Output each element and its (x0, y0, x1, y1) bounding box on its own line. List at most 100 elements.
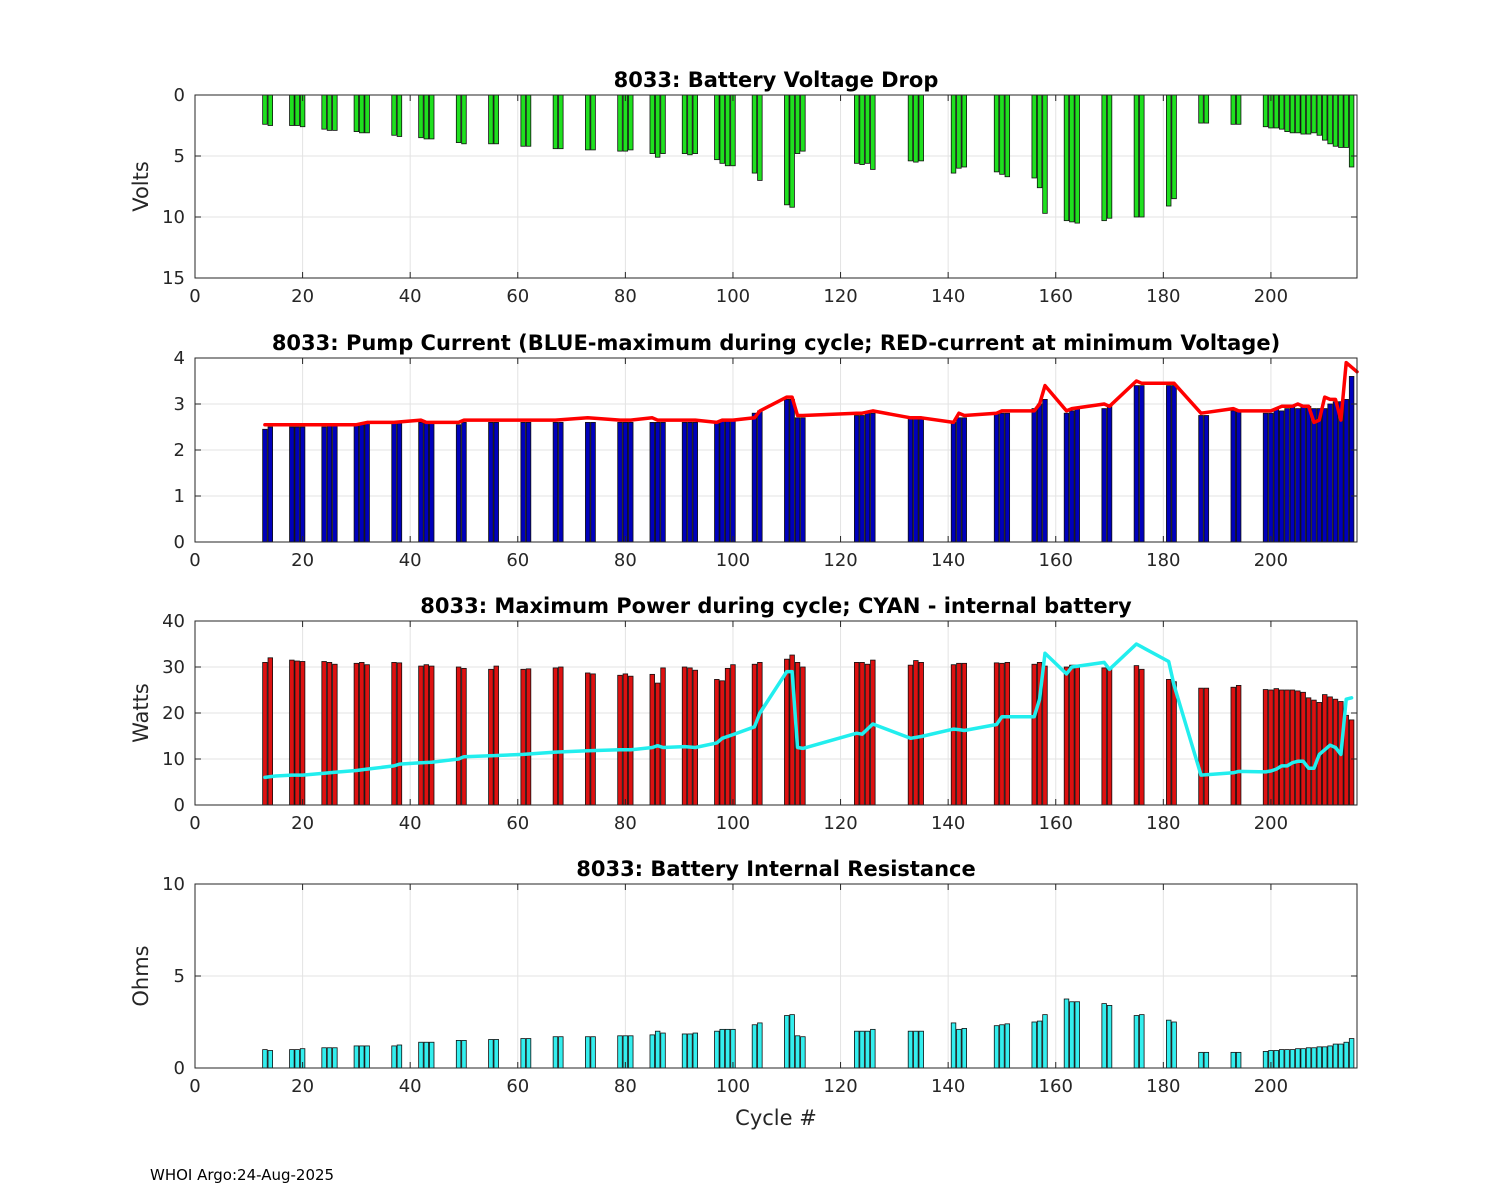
bar-cycle-206 (1300, 94, 1306, 135)
bar-cycle-194 (1235, 685, 1242, 806)
bar-cycle-181 (1166, 679, 1172, 806)
bar-cycle-133 (907, 1030, 914, 1069)
bar-cycle-97 (714, 421, 720, 543)
bar-cycle-169 (1101, 1003, 1107, 1069)
bar-cycle-202 (1278, 689, 1285, 806)
bar-cycle-169 (1101, 408, 1107, 543)
bar-cycle-55 (488, 668, 494, 806)
y-axis-label: Volts (129, 161, 153, 212)
bar-cycle-73 (585, 1036, 591, 1069)
bar-cycle-187 (1198, 687, 1204, 806)
y-tick-label: 40 (162, 611, 185, 632)
bar-cycle-199 (1262, 1051, 1269, 1069)
bar-cycle-212 (1332, 401, 1339, 543)
bar-cycle-74 (590, 1036, 596, 1069)
y-tick-label: 10 (162, 749, 185, 770)
bar-cycle-212 (1332, 1043, 1339, 1069)
bar-cycle-81 (628, 94, 634, 151)
series-line (263, 360, 1359, 427)
bar-cycle-105 (757, 410, 763, 543)
x-tick-label: 120 (823, 813, 857, 834)
x-tick-label: 100 (716, 550, 750, 571)
bar-cycle-81 (628, 675, 634, 806)
bar-cycle-14 (267, 426, 274, 543)
bar-cycle-134 (913, 1030, 919, 1069)
bar-cycle-85 (649, 673, 655, 806)
bar-cycle-125 (864, 94, 871, 164)
bar-cycle-80 (622, 673, 629, 806)
bar-cycle-202 (1278, 1049, 1285, 1069)
series-line (263, 642, 1354, 780)
bar-cycle-61 (520, 94, 526, 147)
bar-cycle-13 (262, 662, 268, 806)
bar-cycle-18 (289, 1049, 295, 1069)
bar-cycle-62 (525, 1038, 532, 1069)
bar-cycle-212 (1332, 94, 1339, 147)
x-tick-label: 0 (189, 1076, 200, 1097)
bar-cycle-38 (396, 94, 403, 137)
bar-cycle-211 (1327, 696, 1333, 806)
bar-cycle-49 (455, 424, 462, 543)
bar-cycle-141 (950, 94, 957, 174)
bar-cycle-182 (1171, 1021, 1177, 1069)
x-tick-label: 20 (291, 550, 314, 571)
bar-cycle-181 (1166, 385, 1172, 543)
bar-cycle-151 (1004, 662, 1011, 806)
bar-cycle-188 (1203, 94, 1210, 124)
bar-cycle-194 (1235, 94, 1242, 125)
bar-cycle-211 (1327, 1045, 1333, 1069)
bar-cycle-111 (789, 1014, 795, 1069)
x-tick-label: 160 (1039, 550, 1073, 571)
bar-cycle-210 (1322, 94, 1328, 141)
bar-cycle-126 (870, 1028, 876, 1069)
bar-cycle-13 (262, 1049, 268, 1069)
bar-cycle-30 (353, 1045, 360, 1069)
bar-cycle-32 (364, 664, 370, 806)
bar-cycle-31 (359, 662, 365, 806)
bar-cycle-67 (552, 667, 559, 806)
x-tick-label: 20 (291, 286, 314, 307)
bar-cycle-193 (1230, 94, 1236, 125)
bar-cycle-113 (800, 1036, 806, 1069)
bar-cycle-200 (1268, 412, 1274, 543)
bar-cycle-19 (294, 1049, 300, 1069)
bar-cycle-176 (1139, 94, 1145, 218)
x-tick-label: 100 (716, 1076, 750, 1097)
bar-cycle-142 (956, 662, 962, 806)
bar-cycle-81 (628, 1035, 634, 1069)
bar-cycle-204 (1289, 405, 1296, 543)
bar-cycle-193 (1230, 410, 1236, 543)
bar-cycle-215 (1348, 375, 1355, 543)
bar-cycle-18 (289, 426, 295, 543)
bar-cycle-67 (552, 1036, 559, 1069)
bar-cycle-105 (757, 662, 763, 806)
bar-cycle-74 (590, 94, 596, 151)
bar-cycle-56 (493, 1039, 499, 1069)
x-tick-label: 40 (399, 550, 422, 571)
bar-cycle-43 (423, 421, 430, 543)
bar-cycle-199 (1262, 94, 1269, 128)
bar-cycle-50 (461, 94, 467, 145)
bar-cycle-37 (391, 94, 397, 136)
bar-cycle-158 (1042, 665, 1048, 806)
x-tick-label: 120 (823, 286, 857, 307)
bar-cycle-150 (999, 662, 1005, 806)
y-tick-label: 30 (162, 657, 185, 678)
bar-cycle-110 (784, 94, 790, 206)
bar-cycle-124 (859, 415, 865, 543)
y-tick-label: 1 (174, 486, 185, 507)
bar-cycle-44 (429, 665, 435, 806)
y-tick-label: 20 (162, 703, 185, 724)
x-tick-label: 60 (506, 1076, 529, 1097)
bar-cycle-170 (1106, 1005, 1113, 1069)
y-axis-label: Watts (129, 683, 153, 743)
x-tick-label: 80 (614, 813, 637, 834)
bar-cycle-56 (493, 421, 499, 543)
y-tick-label: 0 (174, 85, 185, 106)
bar-cycle-61 (520, 668, 526, 806)
bar-cycle-170 (1106, 94, 1113, 219)
bar-cycle-43 (423, 94, 430, 140)
bar-cycle-141 (950, 1022, 957, 1069)
bar-cycle-199 (1262, 412, 1269, 543)
bar-cycle-13 (262, 94, 268, 125)
